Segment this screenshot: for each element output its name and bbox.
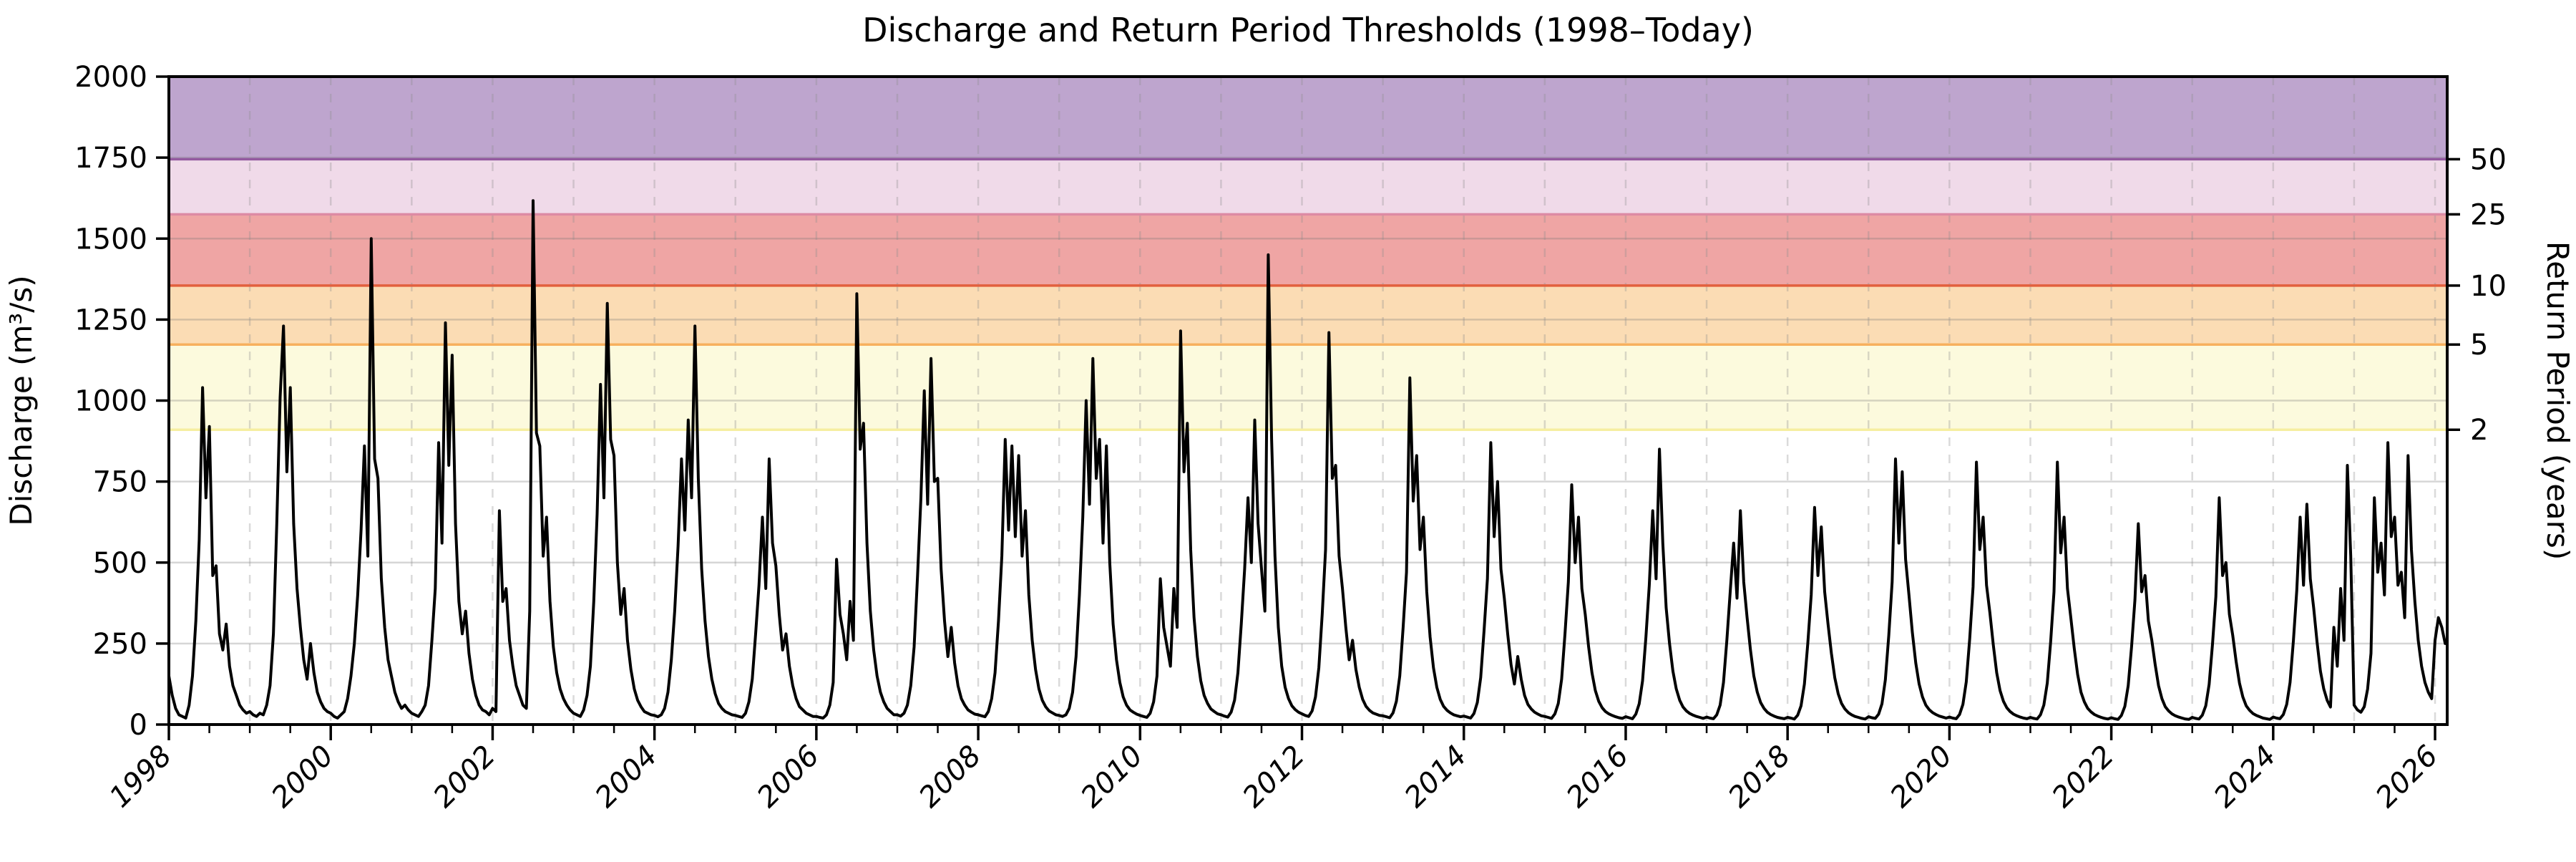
y-left-tick-label: 1750 xyxy=(74,142,147,175)
x-tick-label: 2014 xyxy=(1398,740,1473,815)
x-tick-label: 2012 xyxy=(1236,740,1312,815)
y-axis-left-label: Discharge (m³/s) xyxy=(4,275,39,526)
y-left-tick-label: 250 xyxy=(93,628,147,661)
y-right-tick-label: 10 xyxy=(2470,270,2507,303)
band-10-25yr xyxy=(169,214,2447,286)
y-axis-right-label: Return Period (years) xyxy=(2540,241,2575,560)
x-tick-label: 2016 xyxy=(1561,740,1636,815)
x-tick-label: 2004 xyxy=(589,740,664,815)
y-left-tick-label: 500 xyxy=(93,547,147,580)
x-tick-label: 2006 xyxy=(751,740,826,815)
y-right-tick-label: 2 xyxy=(2470,414,2488,447)
x-tick-label: 2010 xyxy=(1075,740,1150,815)
band-25-50yr xyxy=(169,159,2447,215)
y-left-tick-label: 1500 xyxy=(74,223,147,256)
gridlines xyxy=(169,77,2447,725)
x-tick-label: 2002 xyxy=(427,740,502,815)
x-tick-label: 2024 xyxy=(2207,740,2283,815)
y-left-tick-label: 750 xyxy=(93,466,147,499)
x-tick-label: 2026 xyxy=(2370,740,2445,815)
y-right-tick-label: 50 xyxy=(2470,143,2507,176)
y-left-tick-label: 2000 xyxy=(74,61,147,94)
y-right-tick-label: 25 xyxy=(2470,198,2507,231)
y-right-tick-label: 5 xyxy=(2470,329,2488,362)
y-left-tick-label: 0 xyxy=(130,709,147,742)
discharge-line xyxy=(167,199,2447,721)
discharge-series-path xyxy=(167,199,2447,721)
x-tick-label: 2022 xyxy=(2046,740,2121,815)
x-tick-label: 2000 xyxy=(265,740,341,815)
x-tick-label: 1998 xyxy=(104,740,179,815)
y-axis-left: 0 250 500 750 1000 1250 1500 1750 2000 xyxy=(74,61,169,742)
band-2-5yr xyxy=(169,344,2447,430)
x-tick-label: 2008 xyxy=(913,740,988,815)
band-5-10yr xyxy=(169,285,2447,345)
x-tick-label: 2020 xyxy=(1884,740,1959,815)
x-axis: 1998 2000 2002 2004 2006 2008 2010 2012 2014 2016… xyxy=(104,725,2445,815)
chart-title: Discharge and Return Period Thresholds (… xyxy=(862,11,1754,49)
threshold-bands xyxy=(169,77,2447,430)
x-tick-label: 2018 xyxy=(1722,740,1797,815)
threshold-lines xyxy=(169,158,2447,431)
y-left-tick-label: 1000 xyxy=(74,385,147,418)
band->50yr xyxy=(169,77,2447,160)
y-left-tick-label: 1250 xyxy=(74,304,147,336)
